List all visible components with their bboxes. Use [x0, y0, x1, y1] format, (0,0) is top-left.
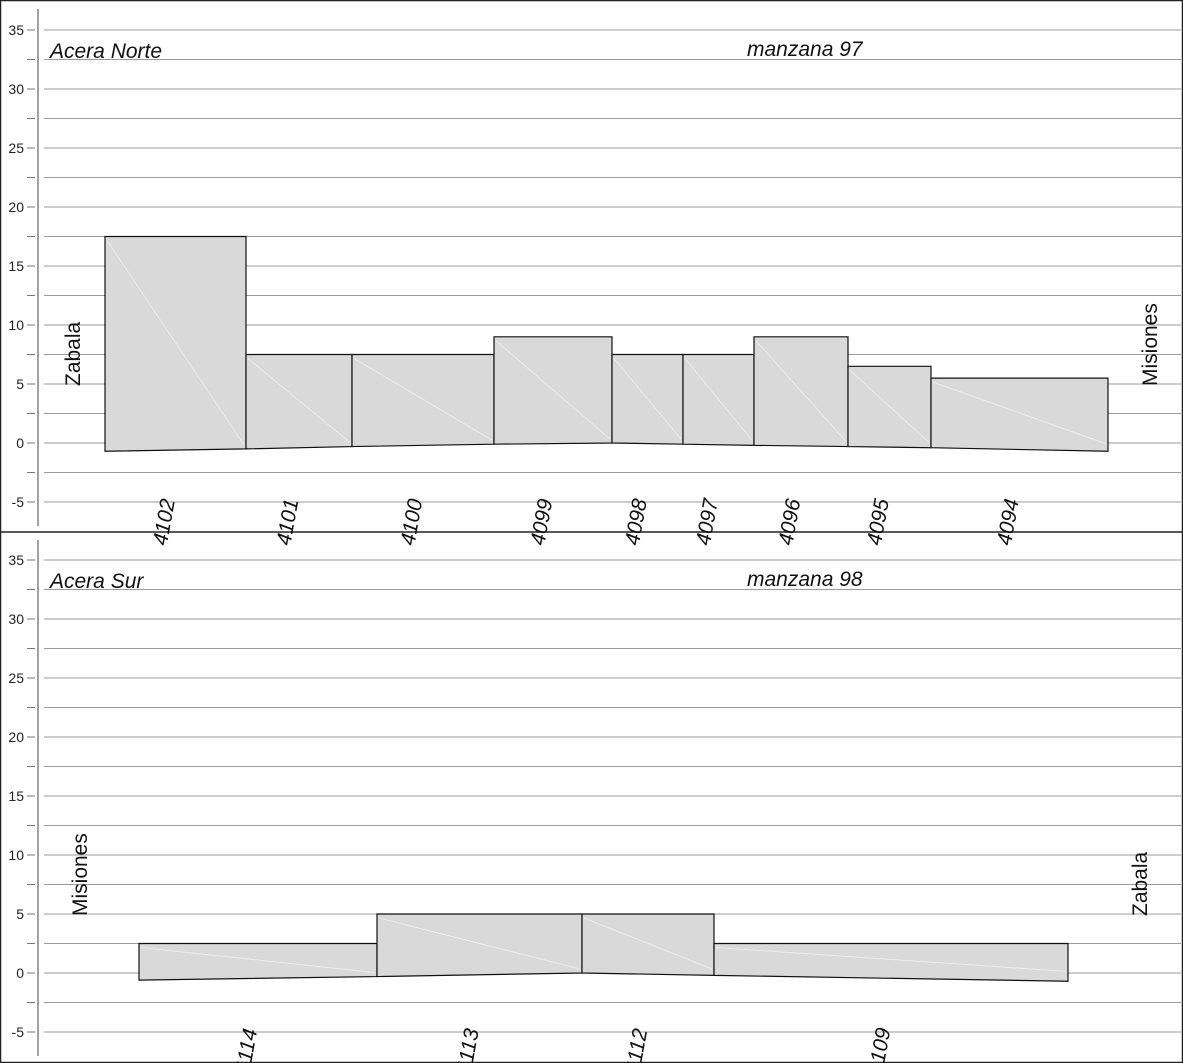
category-label: 4097	[692, 496, 723, 547]
y-tick-label: 15	[8, 788, 24, 804]
category-label: 4100	[397, 497, 428, 547]
y-tick-label: 5	[16, 906, 24, 922]
y-tick-label: 30	[8, 81, 24, 97]
bar-texture	[583, 917, 713, 970]
y-tick-label: 30	[8, 611, 24, 627]
bar-texture	[247, 358, 351, 443]
category-label: 4102	[149, 497, 180, 547]
bar-texture	[613, 358, 682, 440]
bar-4114	[138, 942, 378, 981]
y-tick-label: 0	[16, 965, 24, 981]
bar-texture	[932, 381, 1107, 445]
bar-4100	[351, 353, 495, 448]
y-tick-label: -5	[12, 494, 25, 510]
category-label: 4109	[865, 1026, 896, 1063]
panel-1: -5 0 5 10 15 20 25 30 35 4102 4101 4100 4099 4098 4097…	[8, 9, 1181, 547]
bar-texture	[755, 340, 847, 442]
y-tick-label: 35	[8, 552, 24, 568]
bar-texture	[715, 947, 1067, 972]
y-tick-label: 0	[16, 435, 24, 451]
category-label: 4094	[993, 497, 1024, 547]
bar-4101	[245, 353, 353, 450]
category-label: 4101	[273, 497, 304, 547]
y-tick-label: 20	[8, 199, 24, 215]
y-tick-label: 10	[8, 317, 24, 333]
bar-4113	[376, 913, 583, 978]
bar-4109	[713, 942, 1069, 982]
panel-title-left: Acera Sur	[48, 570, 144, 593]
side-label-right: Zabala	[1129, 851, 1152, 916]
bar-texture	[849, 369, 930, 443]
y-tick-label: 10	[8, 847, 24, 863]
bar-texture	[378, 917, 581, 970]
y-tick-label: 5	[16, 376, 24, 392]
bar-texture	[495, 340, 611, 440]
category-label: 4095	[863, 497, 894, 547]
side-label-left: Zabala	[62, 321, 85, 386]
y-tick-label: 20	[8, 729, 24, 745]
bar-4112	[581, 913, 715, 976]
panel-title-right: manzana 97	[747, 38, 864, 61]
y-tick-label: 15	[8, 258, 24, 274]
bar-texture	[140, 947, 376, 974]
bar-texture	[353, 358, 493, 441]
category-label: 4099	[527, 497, 558, 547]
side-label-right: Misiones	[1139, 303, 1162, 386]
side-label-left: Misiones	[69, 833, 92, 916]
panel-title-left: Acera Norte	[48, 40, 162, 63]
bar-texture	[684, 358, 753, 441]
category-label: 4098	[621, 497, 652, 547]
y-tick-label: 35	[8, 22, 24, 38]
category-label: 4096	[775, 497, 806, 547]
bar-texture	[106, 240, 245, 446]
y-tick-label: 25	[8, 140, 24, 156]
bar-4094	[930, 377, 1109, 452]
panel-title-right: manzana 98	[747, 568, 863, 591]
y-tick-label: 25	[8, 670, 24, 686]
y-tick-label: -5	[12, 1024, 25, 1040]
